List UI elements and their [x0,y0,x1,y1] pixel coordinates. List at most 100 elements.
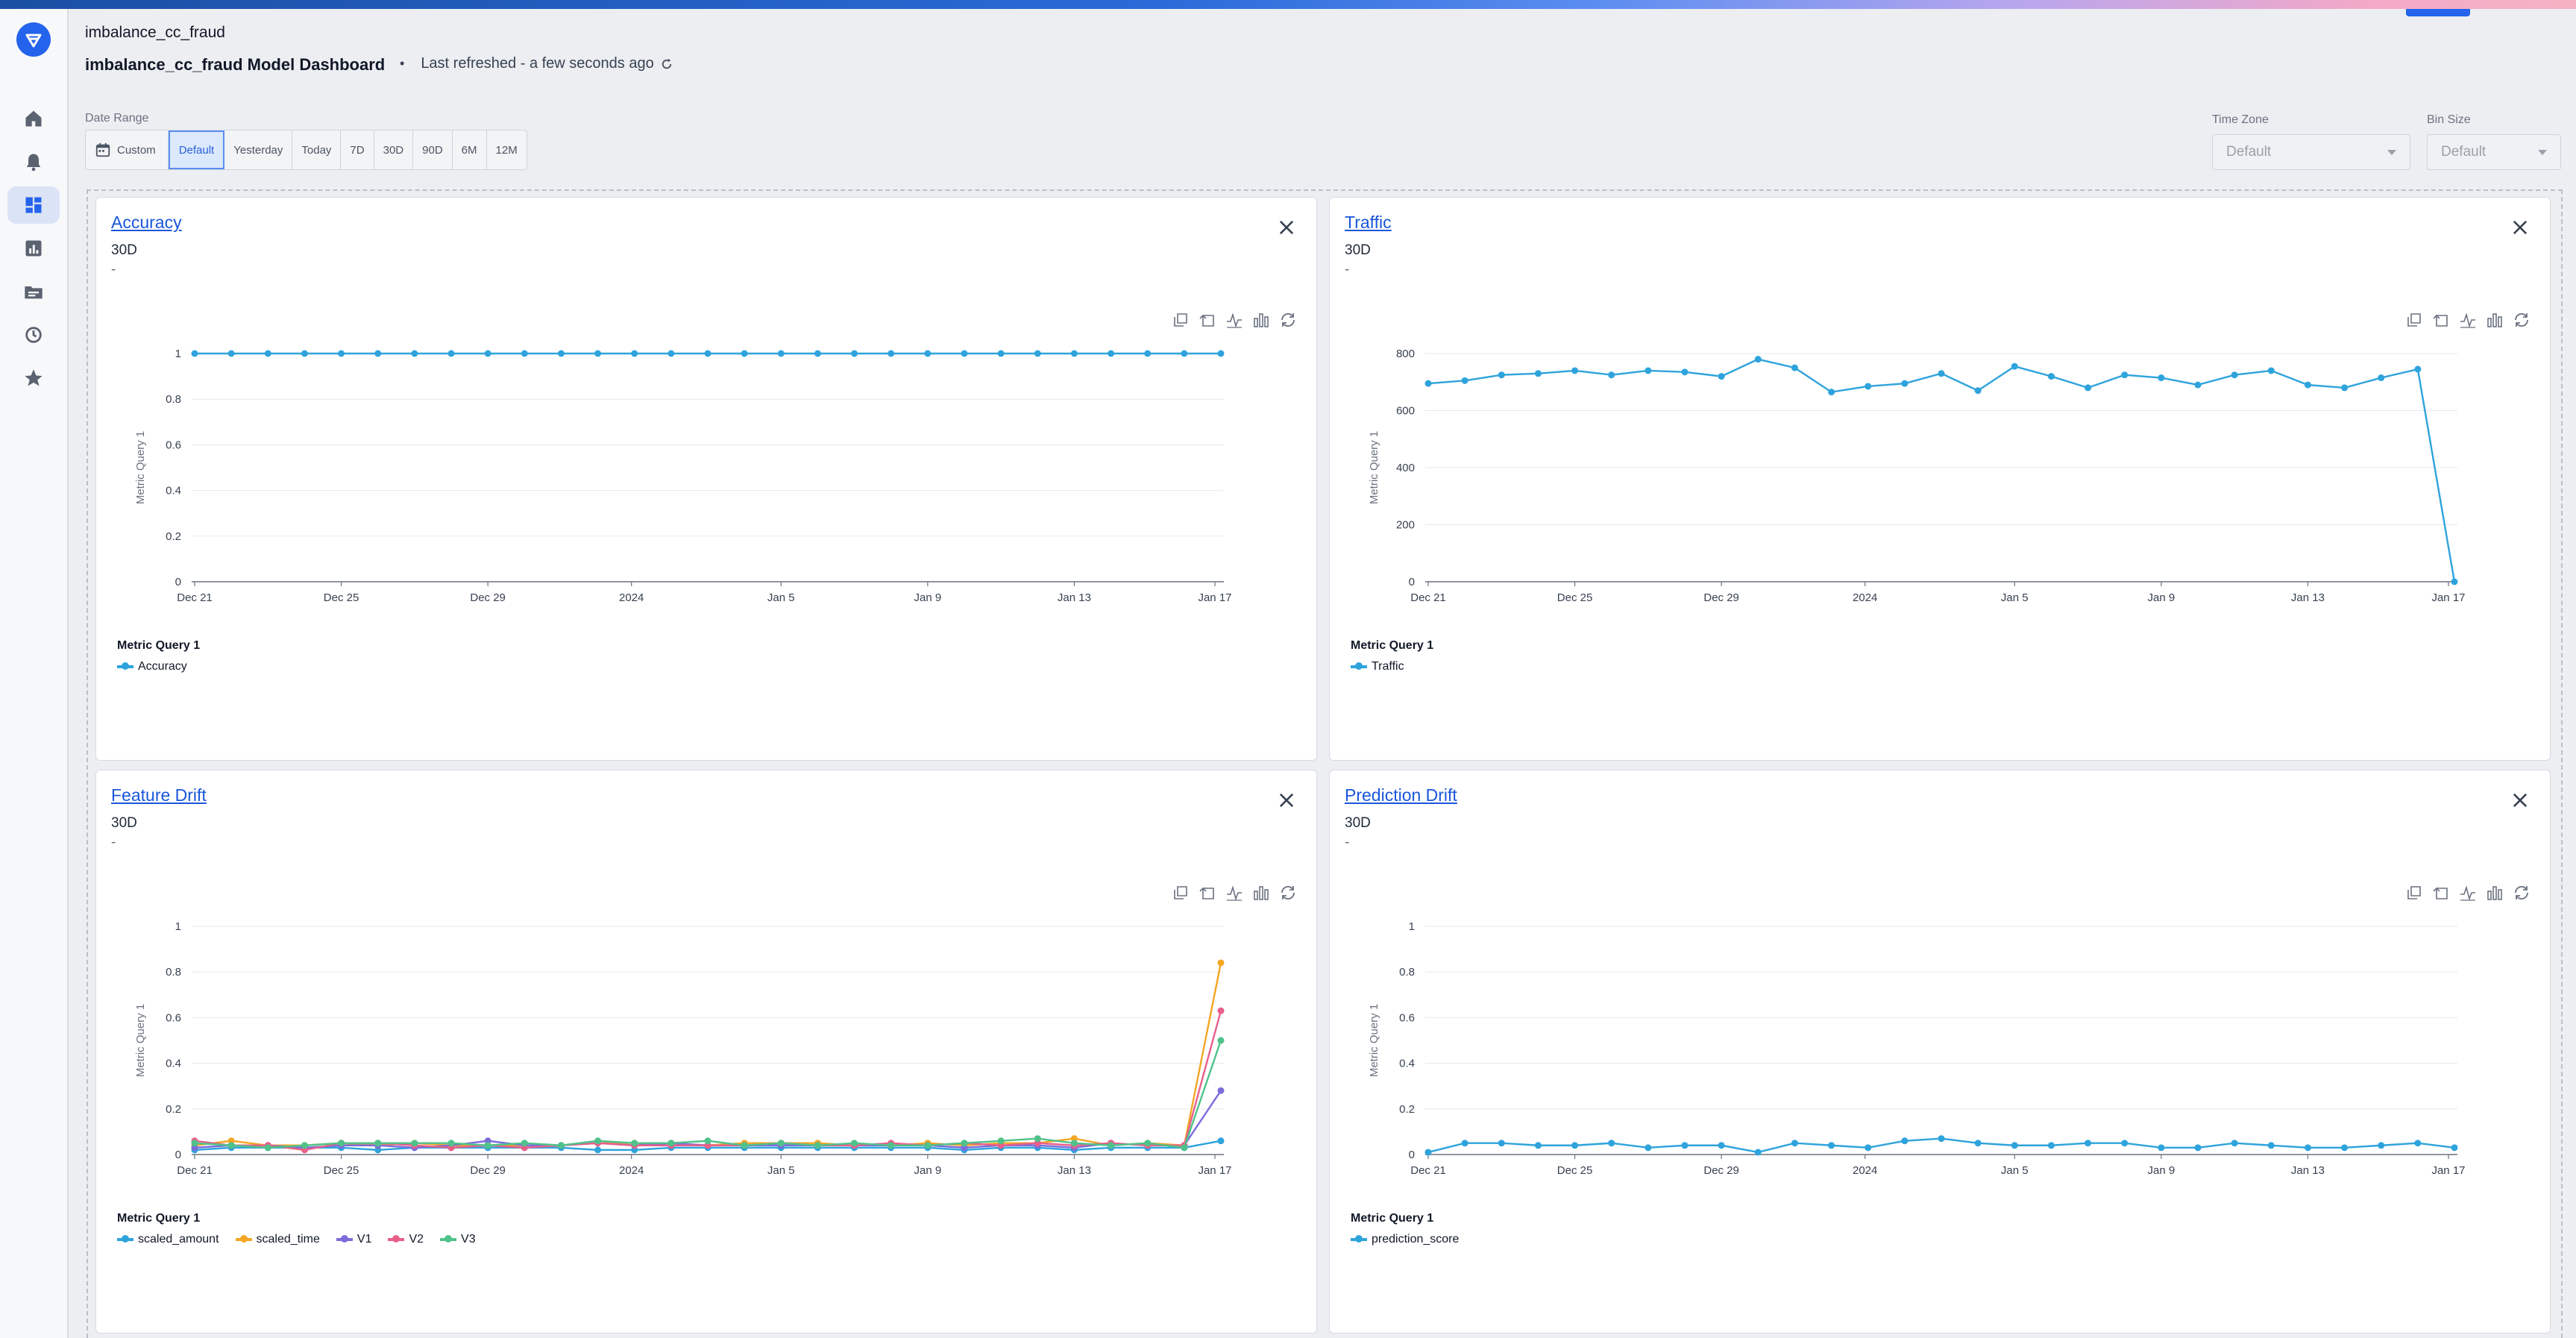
data-point[interactable] [1217,959,1225,967]
data-point[interactable] [1865,383,1872,390]
data-point[interactable] [1718,1142,1725,1149]
close-icon[interactable] [1276,217,1297,238]
data-point[interactable] [411,350,418,357]
data-point[interactable] [2451,1144,2458,1152]
data-point[interactable] [2414,365,2422,373]
data-point[interactable] [2047,1142,2055,1149]
data-point[interactable] [338,350,345,357]
data-point[interactable] [1034,1135,1041,1143]
data-point[interactable] [1754,1149,1762,1156]
data-point[interactable] [2085,384,2092,392]
brand-logo[interactable] [16,22,51,57]
restore-icon[interactable] [2513,311,2531,329]
data-point[interactable] [741,1142,748,1149]
data-point[interactable] [1644,367,1652,374]
data-point[interactable] [594,1146,602,1154]
data-point[interactable] [1791,364,1798,371]
data-point[interactable] [1901,380,1909,387]
data-point[interactable] [447,350,455,357]
zoom-icon[interactable] [2405,311,2423,329]
series-line-scaled_time[interactable] [194,962,1222,1147]
series-line-V3[interactable] [194,1040,1222,1149]
data-point[interactable] [301,350,308,357]
data-point[interactable] [2341,1144,2349,1152]
data-point[interactable] [1424,1149,1432,1156]
data-point[interactable] [961,1140,968,1147]
data-point[interactable] [2158,374,2165,382]
data-point[interactable] [851,350,858,357]
legend-item[interactable]: Traffic [1351,660,1404,673]
data-point[interactable] [557,1142,565,1149]
data-point[interactable] [2414,1140,2422,1147]
nav-alerts[interactable] [7,143,60,180]
data-point[interactable] [1754,356,1762,363]
range-default[interactable]: Default [168,131,225,169]
data-point[interactable] [1938,1135,1945,1143]
data-point[interactable] [1938,370,1945,377]
top-action-button[interactable] [2406,9,2470,16]
data-point[interactable] [1108,350,1115,357]
data-point[interactable] [814,350,821,357]
data-point[interactable] [1217,1007,1225,1014]
data-point[interactable] [1181,1144,1188,1152]
data-point[interactable] [521,350,528,357]
data-point[interactable] [447,1140,455,1147]
legend-item[interactable]: V1 [336,1233,371,1246]
data-point[interactable] [1681,368,1688,376]
data-point[interactable] [1865,1144,1872,1152]
data-point[interactable] [1828,1142,1835,1149]
data-point[interactable] [2158,1144,2165,1152]
data-point[interactable] [997,1137,1005,1145]
range-30d[interactable]: 30D [374,131,414,169]
data-point[interactable] [1974,1140,1982,1147]
data-point[interactable] [521,1140,528,1147]
bar-chart-toggle-icon[interactable] [2486,884,2504,902]
data-point[interactable] [1108,1142,1115,1149]
data-point[interactable] [1828,389,1835,396]
data-point[interactable] [997,350,1005,357]
zoom-icon[interactable] [1172,311,1190,329]
data-point[interactable] [1791,1140,1798,1147]
bar-chart-toggle-icon[interactable] [1252,884,1270,902]
data-point[interactable] [1901,1137,1909,1145]
data-point[interactable] [924,1142,932,1149]
data-point[interactable] [1181,350,1188,357]
restore-icon[interactable] [1279,311,1297,329]
line-chart-icon[interactable] [1225,884,1243,902]
data-point[interactable] [2231,371,2238,379]
data-point[interactable] [1608,1140,1615,1147]
restore-icon[interactable] [2513,884,2531,902]
data-point[interactable] [411,1140,418,1147]
data-point[interactable] [777,1140,785,1147]
data-point[interactable] [1571,367,1579,374]
nav-folders[interactable] [7,273,60,310]
data-point[interactable] [1144,350,1152,357]
data-point[interactable] [2304,1144,2311,1152]
data-point[interactable] [594,350,602,357]
data-point[interactable] [1461,377,1468,384]
data-point[interactable] [704,350,711,357]
close-icon[interactable] [1276,790,1297,811]
data-point[interactable] [1644,1144,1652,1152]
close-icon[interactable] [2510,790,2531,811]
data-point[interactable] [1034,350,1041,357]
data-point[interactable] [484,1142,491,1149]
bar-chart-toggle-icon[interactable] [1252,311,1270,329]
data-point[interactable] [1498,371,1505,379]
data-point[interactable] [1070,350,1078,357]
data-point[interactable] [2378,374,2385,382]
zoom-reset-icon[interactable] [1199,311,1216,329]
data-point[interactable] [1571,1142,1579,1149]
data-point[interactable] [631,1140,638,1147]
panel-title[interactable]: Feature Drift [111,785,207,805]
bar-chart-toggle-icon[interactable] [2486,311,2504,329]
legend-item[interactable]: V2 [388,1233,424,1246]
data-point[interactable] [1461,1140,1468,1147]
panel-title[interactable]: Accuracy [111,213,182,232]
data-point[interactable] [227,1142,235,1149]
data-point[interactable] [2451,578,2458,585]
data-point[interactable] [2085,1140,2092,1147]
series-line-V2[interactable] [194,1010,1222,1152]
line-chart-icon[interactable] [1225,311,1243,329]
range-90d[interactable]: 90D [413,131,453,169]
